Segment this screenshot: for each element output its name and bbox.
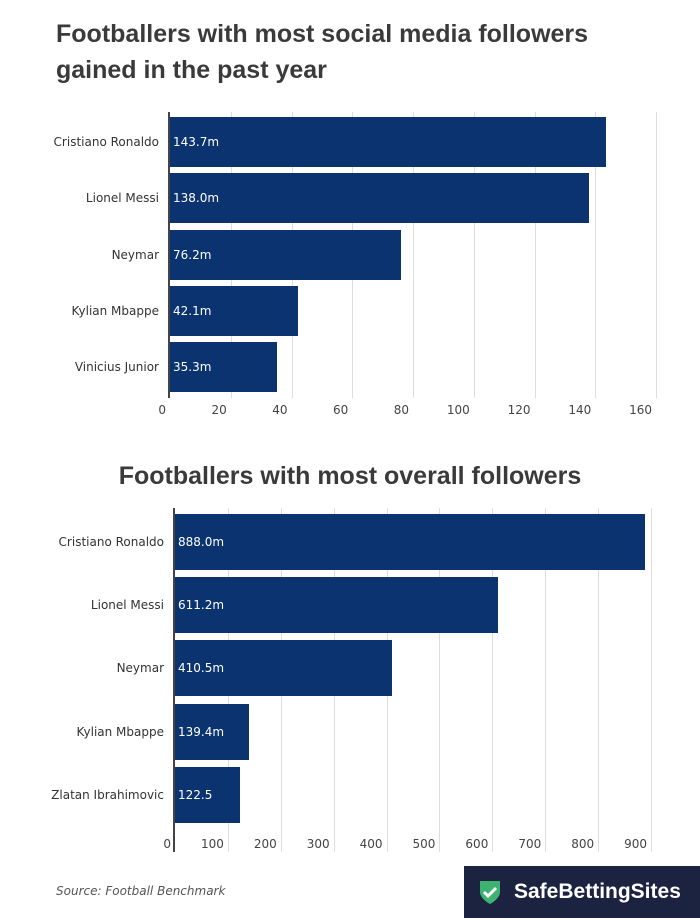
tick-label: 900: [624, 837, 647, 851]
category-label: Kylian Mbappe: [76, 725, 164, 739]
tick-label: 800: [571, 837, 595, 851]
bar: [170, 342, 278, 392]
tick-label: 60: [332, 403, 349, 417]
category-label: Zlatan Ibrahimovic: [51, 788, 164, 802]
gridline: [651, 508, 652, 852]
category-label: Lionel Messi: [90, 598, 164, 612]
gridline: [545, 508, 547, 852]
data-label: 139.4m: [178, 725, 225, 739]
brand-logo: SafeBettingSites: [464, 866, 700, 918]
tick-label: 300: [306, 837, 330, 851]
tick-label: 40: [272, 403, 288, 417]
tick-label: 600: [465, 837, 489, 851]
gridline: [595, 112, 597, 398]
data-label: 611.2m: [178, 598, 225, 612]
data-label: 410.5m: [178, 661, 225, 675]
shield-check-icon: [480, 881, 500, 904]
category-label: Lionel Messi: [85, 191, 159, 205]
gridline: [439, 508, 441, 852]
bar: [170, 117, 607, 167]
source-note: Source: Football Benchmark: [56, 884, 226, 898]
chart-title-2: Footballers with most overall followers: [118, 462, 582, 490]
gridline: [534, 112, 536, 398]
bar: [170, 173, 590, 223]
tick-label: 500: [412, 837, 436, 851]
category-label: Cristiano Ronaldo: [58, 535, 164, 549]
tick-label: 100: [200, 837, 224, 851]
tick-label: 80: [393, 403, 409, 417]
bar: [170, 286, 298, 336]
chart-title-1: Footballers with most social media follo…: [56, 20, 589, 84]
category-label: Vinicius Junior: [74, 360, 159, 374]
gridline: [492, 508, 494, 852]
bar: [175, 767, 240, 823]
category-label: Neymar: [116, 661, 164, 675]
tick-label: 200: [253, 837, 277, 851]
data-label: 143.7m: [173, 135, 220, 149]
tick-label: 0: [158, 403, 166, 417]
y-axis-line: [168, 112, 170, 398]
bar: [175, 577, 499, 633]
tick-label: 120: [507, 403, 531, 417]
bar: [170, 230, 402, 280]
category-label: Kylian Mbappe: [71, 304, 159, 318]
tick-label: 100: [446, 403, 470, 417]
tick-label: 400: [359, 837, 383, 851]
data-label: 76.2m: [173, 248, 212, 262]
bar: [175, 704, 249, 760]
tick-label: 20: [211, 403, 227, 417]
data-label: 35.3m: [173, 360, 212, 374]
tick-label: 160: [629, 403, 652, 417]
bar: [175, 640, 393, 696]
tick-label: 140: [568, 403, 592, 417]
brand-name: SafeBettingSites: [514, 880, 681, 903]
bar: [175, 514, 645, 570]
tick-label: 0: [163, 837, 171, 851]
data-label: 888.0m: [178, 535, 225, 549]
data-label: 122.5: [178, 788, 213, 802]
category-label: Cristiano Ronaldo: [53, 135, 159, 149]
tick-label: 700: [518, 837, 542, 851]
gridline: [473, 112, 475, 398]
data-label: 42.1m: [173, 304, 212, 318]
gridline: [413, 112, 414, 398]
data-label: 138.0m: [173, 191, 220, 205]
category-label: Neymar: [111, 248, 159, 262]
y-axis-line: [173, 508, 175, 852]
gridline: [656, 112, 657, 398]
gridline: [598, 508, 600, 852]
